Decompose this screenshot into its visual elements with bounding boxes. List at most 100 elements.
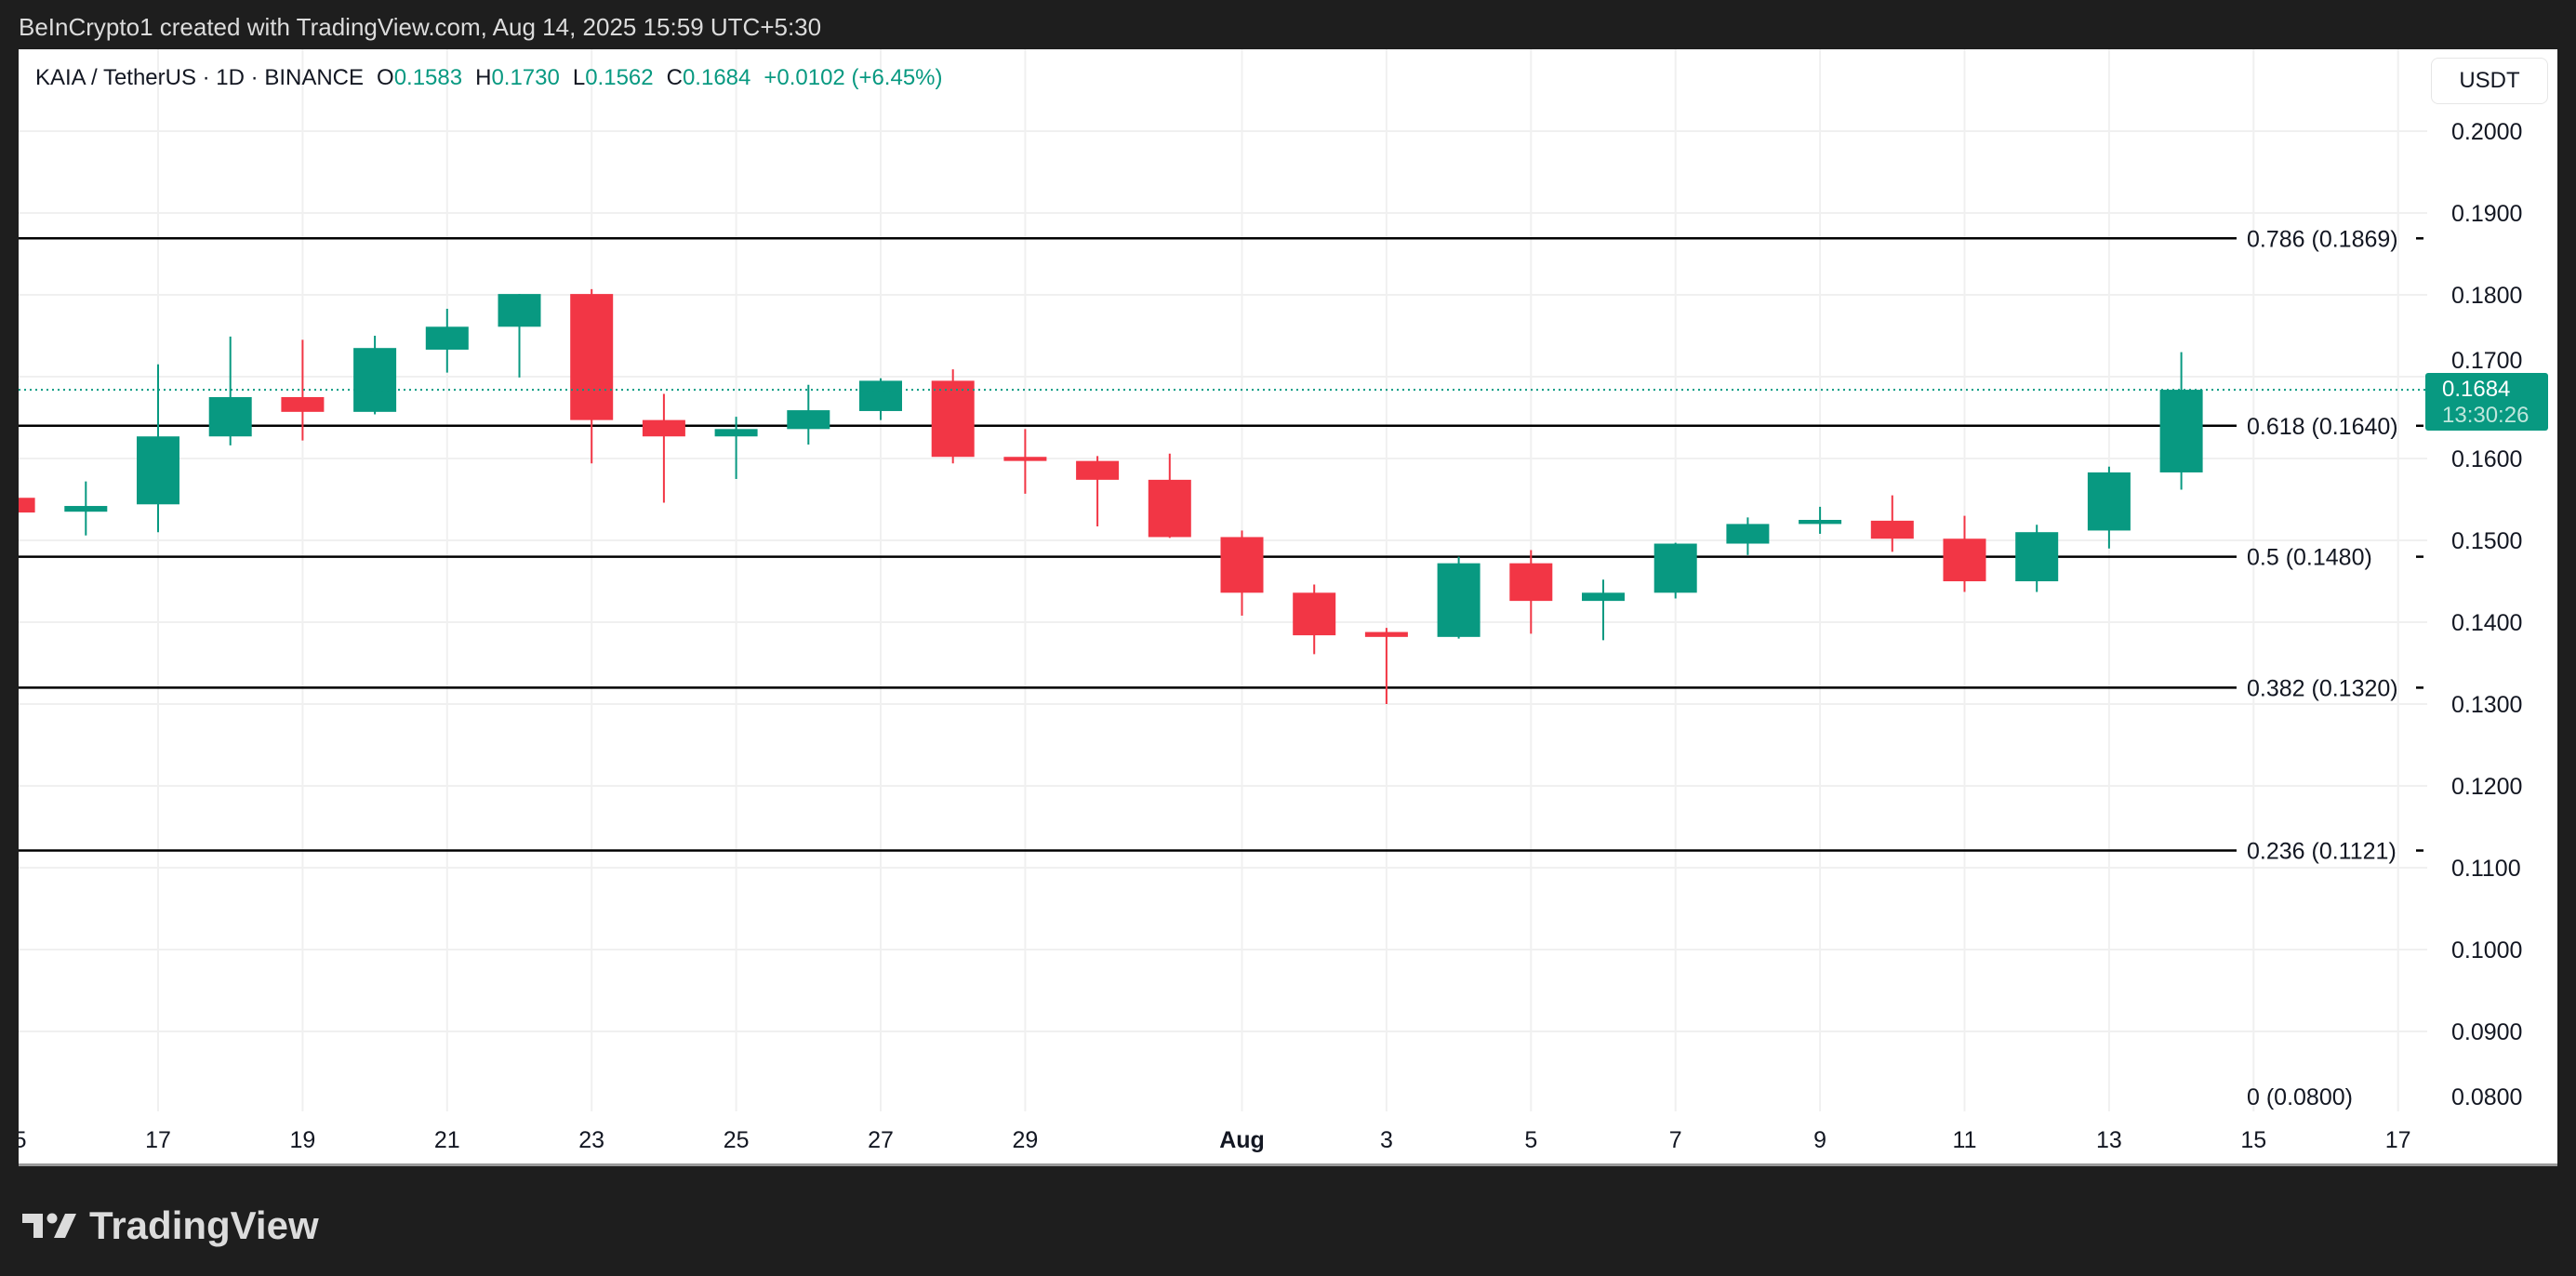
fib-level-label: 0.618 (0.1640) xyxy=(2247,414,2398,440)
candle-body xyxy=(2159,390,2203,472)
candle-body xyxy=(2087,472,2131,531)
price-tick-label: 0.1800 xyxy=(2451,283,2522,309)
candle xyxy=(931,369,975,464)
fib-level-label: 0.786 (0.1869) xyxy=(2247,226,2398,252)
time-tick-label: Aug xyxy=(1219,1127,1265,1153)
candle-body xyxy=(1003,457,1047,461)
candle-body xyxy=(642,419,685,437)
time-tick-label: 19 xyxy=(289,1127,315,1153)
price-tick-label: 0.1500 xyxy=(2451,528,2522,554)
candle-body xyxy=(1870,520,1914,539)
price-tick-label: 0.0800 xyxy=(2451,1084,2522,1110)
last-price-label: 0.1684 13:30:26 xyxy=(2425,373,2548,431)
time-tick-label: 25 xyxy=(724,1127,750,1153)
candle xyxy=(642,393,685,503)
candle-body xyxy=(1220,537,1264,593)
candle-body xyxy=(498,294,541,327)
symbol-legend: KAIA / TetherUS · 1D · BINANCE O 0.1583 H… xyxy=(35,65,943,91)
candle xyxy=(2159,352,2203,490)
tradingview-brand: TradingView xyxy=(89,1203,319,1247)
grid xyxy=(19,49,2427,1111)
candle xyxy=(1076,456,1120,527)
candle xyxy=(353,336,397,415)
candle xyxy=(1943,515,1986,592)
candle-body xyxy=(931,380,975,458)
tradingview-footer: TradingView xyxy=(22,1203,319,1248)
time-axis[interactable]: 15 17 19 21 23 25 27 29 Aug 3 5 7 9 11 13 15 17 xyxy=(1,1127,2411,1153)
candle xyxy=(1220,530,1264,616)
time-tick-label: 7 xyxy=(1669,1127,1682,1153)
time-tick-label: 13 xyxy=(2096,1127,2122,1153)
close-value: 0.1684 xyxy=(682,65,751,90)
candle xyxy=(19,498,35,513)
candle-body xyxy=(1653,543,1697,593)
candle xyxy=(1799,506,1842,534)
chart-attribution: BeInCrypto1 created with TradingView.com… xyxy=(19,13,822,41)
candle-body xyxy=(1943,538,1986,581)
price-tick-label: 0.1000 xyxy=(2451,937,2522,964)
candle-body xyxy=(137,436,179,505)
low-label: L xyxy=(572,65,586,90)
candle xyxy=(570,288,614,464)
candle-body xyxy=(1799,520,1842,525)
tradingview-logo-icon xyxy=(22,1213,76,1238)
candle xyxy=(1870,495,1914,552)
time-tick-label: 11 xyxy=(1953,1127,1977,1153)
symbol-info[interactable]: KAIA / TetherUS · 1D · BINANCE xyxy=(35,65,365,90)
candle xyxy=(64,481,108,536)
fibonacci-retracement[interactable]: 0.786 (0.1869) 0.618 (0.1640) 0.5 (0.1480)… xyxy=(19,226,2423,1113)
price-tick-label: 0.1600 xyxy=(2451,446,2522,472)
candle xyxy=(1364,628,1408,704)
candle-body xyxy=(570,294,614,420)
time-tick-label: 5 xyxy=(1524,1127,1537,1153)
price-tick-label: 0.1900 xyxy=(2451,201,2522,227)
high-value: 0.1730 xyxy=(491,65,560,90)
bar-countdown: 13:30:26 xyxy=(2442,403,2530,428)
candle-body xyxy=(208,397,252,437)
fib-level-label: 0.5 (0.1480) xyxy=(2247,545,2372,571)
low-value: 0.1562 xyxy=(585,65,654,90)
candle-body xyxy=(64,506,108,512)
candle xyxy=(2087,466,2131,549)
time-tick-label: 17 xyxy=(145,1127,171,1153)
fib-level-label: 0.236 (0.1121) xyxy=(2247,839,2397,865)
candle-body xyxy=(353,348,397,412)
candle-body xyxy=(787,410,830,430)
candle xyxy=(498,294,541,378)
time-tick-label: 15 xyxy=(1,1127,27,1153)
fib-level-label: 0.382 (0.1320) xyxy=(2247,675,2398,701)
close-label: C xyxy=(666,65,683,90)
candle-body xyxy=(1726,524,1770,544)
price-axis[interactable]: 0.2000 0.1900 0.1800 0.1700 0.1600 0.1500 0.14… xyxy=(2451,119,2522,1110)
candle xyxy=(1437,556,1481,639)
candle xyxy=(787,384,830,445)
candle-body xyxy=(425,326,469,350)
candle-body xyxy=(859,380,902,411)
candle xyxy=(1726,517,1770,555)
price-tick-label: 0.2000 xyxy=(2451,119,2522,145)
price-tick-label: 0.1200 xyxy=(2451,774,2522,800)
fib-level-label: 0 (0.0800) xyxy=(2247,1084,2353,1110)
price-tick-label: 0.1300 xyxy=(2451,692,2522,718)
last-price-value: 0.1684 xyxy=(2442,377,2511,402)
candle-body xyxy=(281,397,325,412)
currency-button[interactable]: USDT xyxy=(2431,58,2548,104)
candle-body xyxy=(2015,532,2059,581)
candle-body xyxy=(714,429,758,437)
candle-body xyxy=(1437,563,1481,637)
time-tick-label: 29 xyxy=(1012,1127,1038,1153)
candle xyxy=(1293,584,1336,655)
candle-body xyxy=(1364,631,1408,637)
time-tick-label: 21 xyxy=(434,1127,460,1153)
candle-body xyxy=(1076,460,1120,480)
open-value: 0.1583 xyxy=(393,65,463,90)
time-tick-label: 23 xyxy=(578,1127,604,1153)
candle xyxy=(281,339,325,441)
candle xyxy=(859,378,902,420)
candle xyxy=(1582,579,1625,641)
candles xyxy=(19,288,2203,704)
time-tick-label: 27 xyxy=(868,1127,894,1153)
price-tick-label: 0.1100 xyxy=(2451,856,2521,882)
candle xyxy=(425,308,469,373)
